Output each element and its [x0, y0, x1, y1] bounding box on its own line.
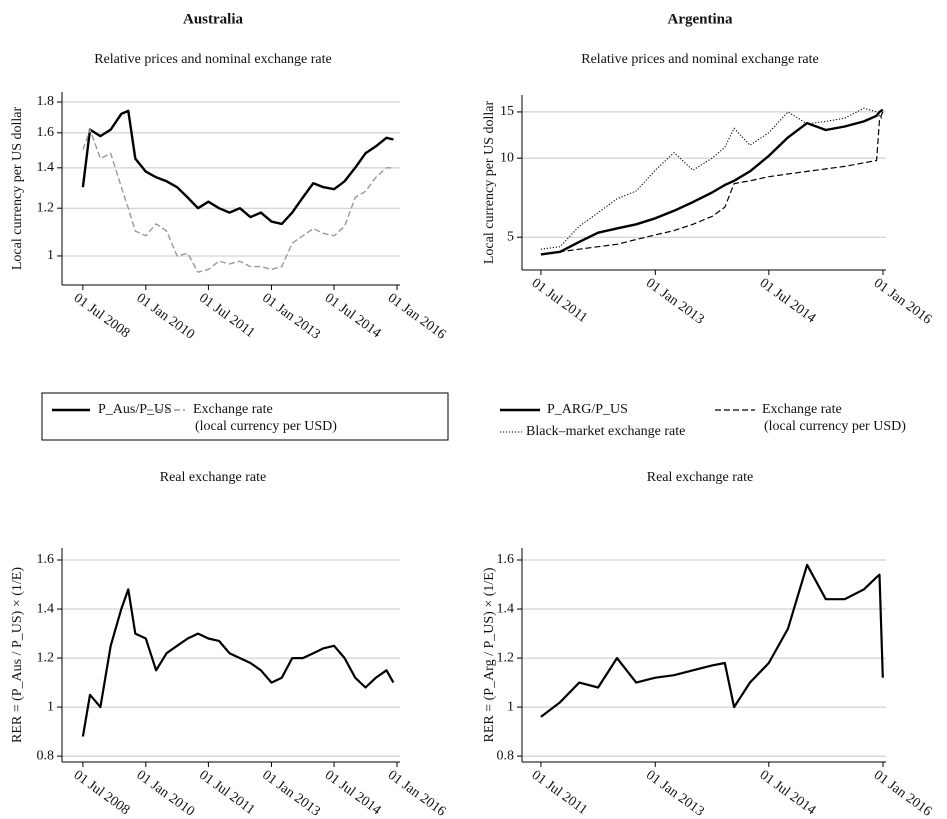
- x-tick-label: 01 Jul 2011: [529, 276, 590, 326]
- x-tick-label: 01 Jan 2013: [259, 768, 323, 819]
- x-tick-label: 01 Jul 2014: [757, 276, 819, 327]
- y-tick-label: 5: [507, 229, 514, 244]
- x-tick-label: 01 Jul 2011: [196, 291, 257, 341]
- panel-title: Australia: [183, 11, 244, 27]
- y-tick-label: 1.2: [37, 200, 55, 215]
- y-tick-label: 1.4: [497, 601, 515, 616]
- legend-label: Black–market exchange rate: [526, 424, 685, 439]
- x-tick-label: 01 Jan 2013: [643, 768, 707, 819]
- x-tick-label: 01 Jul 2008: [71, 291, 133, 342]
- y-tick-label: 1.6: [37, 125, 55, 140]
- x-tick-label: 01 Jul 2011: [529, 768, 590, 818]
- legend-label: Exchange rate: [762, 402, 842, 417]
- series-line: [540, 108, 884, 256]
- y-tick-label: 1.8: [37, 94, 55, 109]
- y-tick-label: 1.6: [37, 552, 55, 567]
- y-tick-label: 1.2: [37, 650, 55, 665]
- panel-subtitle: Real exchange rate: [160, 470, 267, 485]
- y-tick-label: 1: [47, 699, 54, 714]
- series-line: [82, 128, 394, 273]
- legend-box: [41, 392, 449, 441]
- x-tick-label: 01 Jan 2016: [871, 276, 935, 328]
- legend-label: (local currency per USD): [764, 419, 906, 434]
- y-tick-label: 1.2: [497, 650, 515, 665]
- x-tick-label: 01 Jan 2010: [134, 291, 198, 343]
- y-tick-label: 1: [47, 248, 54, 263]
- x-tick-label: 01 Jan 2010: [134, 768, 198, 819]
- x-tick-label: 01 Jul 2014: [322, 768, 384, 819]
- x-tick-label: 01 Jul 2014: [322, 291, 384, 342]
- x-tick-label: 01 Jan 2016: [871, 768, 935, 819]
- y-tick-label: 1: [507, 699, 514, 714]
- x-tick-label: 01 Jul 2008: [71, 768, 133, 819]
- legend-label: (local currency per USD): [195, 419, 337, 434]
- x-tick-label: 01 Jul 2014: [757, 768, 819, 819]
- rer-line: [81, 588, 395, 737]
- y-tick-label: 0.8: [37, 748, 55, 763]
- x-tick-label: 01 Jan 2013: [643, 276, 707, 328]
- y-tick-label: 1.4: [37, 601, 55, 616]
- y-axis-title: RER = (P_Arg / P_US) × (1/E): [482, 567, 497, 742]
- y-axis-title: Local currency per US dollar: [10, 107, 25, 271]
- panel-subtitle: Real exchange rate: [647, 470, 754, 485]
- series-line: [540, 111, 884, 255]
- x-tick-label: 01 Jan 2016: [385, 768, 449, 819]
- series-line: [81, 109, 394, 226]
- legend-label: P_ARG/P_US: [547, 402, 628, 417]
- y-axis-title: RER = (P_Aus / P_US) × (1/E): [10, 567, 25, 743]
- panel-title: Argentina: [668, 11, 733, 27]
- y-tick-label: 0.8: [497, 748, 515, 763]
- y-axis-title: Local currency per US dollar: [482, 101, 497, 265]
- y-tick-label: 1.4: [37, 160, 55, 175]
- legend-label: Exchange rate: [193, 402, 273, 417]
- rer-line: [540, 563, 884, 718]
- y-tick-label: 15: [500, 104, 514, 119]
- y-tick-label: 10: [500, 150, 514, 165]
- legend-label: P_Aus/P_US: [98, 402, 172, 417]
- y-tick-label: 1.6: [497, 552, 515, 567]
- panel-subtitle: Relative prices and nominal exchange rat…: [581, 52, 819, 67]
- panel-subtitle: Relative prices and nominal exchange rat…: [94, 52, 332, 67]
- x-tick-label: 01 Jul 2011: [196, 768, 257, 818]
- x-tick-label: 01 Jan 2016: [385, 291, 449, 343]
- x-tick-label: 01 Jan 2013: [259, 291, 323, 343]
